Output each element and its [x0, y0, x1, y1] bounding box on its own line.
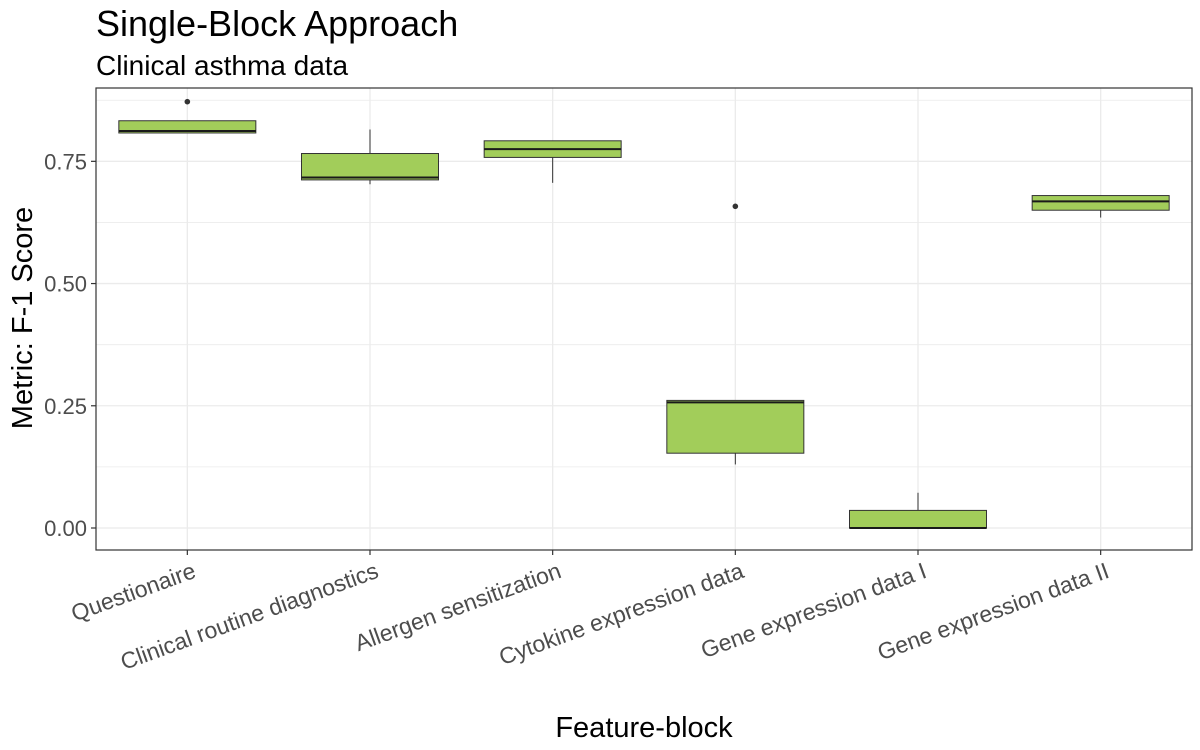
- x-axis-title: Feature-block: [555, 712, 733, 744]
- grid: [96, 88, 1192, 550]
- boxes: [118, 98, 1170, 529]
- y-tick-label: 0.25: [44, 394, 87, 419]
- box-iqr: [1031, 195, 1170, 211]
- panel-background: [96, 88, 1192, 550]
- chart-subtitle: Clinical asthma data: [96, 50, 349, 81]
- chart-title: Single-Block Approach: [96, 3, 458, 44]
- box-5: [1031, 195, 1170, 218]
- box-2: [483, 140, 622, 183]
- box-3: [666, 203, 805, 465]
- y-axis-title: Metric: F-1 Score: [7, 207, 39, 429]
- box-4: [849, 492, 987, 529]
- box-iqr: [849, 509, 987, 529]
- y-tick-label: 0.00: [44, 516, 87, 541]
- box-1: [301, 129, 439, 185]
- box-iqr: [301, 153, 439, 181]
- box-0: [118, 98, 257, 134]
- y-axis-ticks: 0.00 0.25 0.50 0.75: [44, 149, 96, 541]
- box-iqr: [666, 399, 805, 454]
- outlier-point: [732, 203, 739, 210]
- box-iqr: [118, 120, 257, 134]
- x-tick-label: Questionaire: [68, 557, 199, 626]
- y-tick-label: 0.75: [44, 149, 87, 174]
- y-tick-label: 0.50: [44, 272, 87, 297]
- panel-border: [95, 87, 1193, 551]
- outlier-point: [184, 98, 191, 105]
